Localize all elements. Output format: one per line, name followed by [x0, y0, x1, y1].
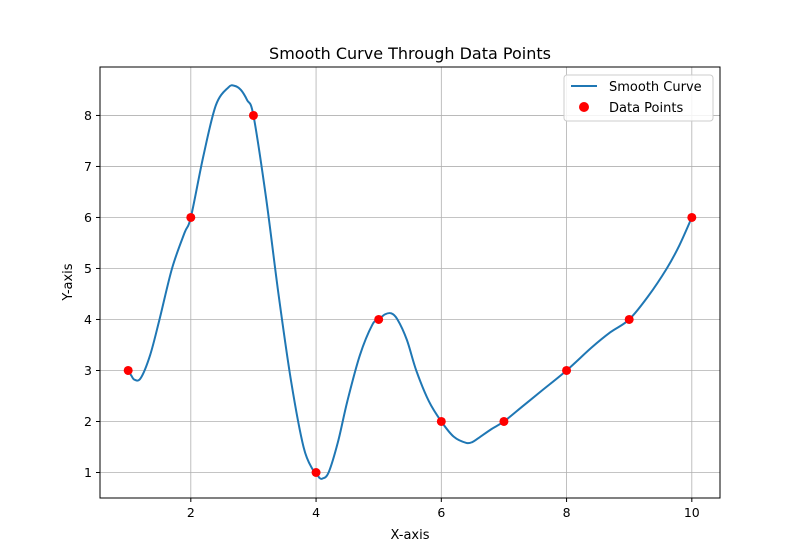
- y-tick-label: 1: [84, 465, 92, 480]
- y-tick-label: 8: [84, 108, 92, 123]
- y-tick-label: 5: [84, 261, 92, 276]
- legend: Smooth Curve Data Points: [563, 74, 714, 122]
- data-layer: [123, 84, 697, 480]
- y-tick-label: 7: [84, 159, 92, 174]
- x-tick-label: 4: [312, 505, 320, 520]
- plot-frame: [99, 66, 721, 499]
- data-point: [374, 314, 384, 324]
- data-point: [499, 416, 509, 426]
- legend-label-smooth-curve: Smooth Curve: [609, 80, 702, 95]
- data-point: [248, 110, 258, 120]
- y-tick-label: 4: [84, 312, 92, 327]
- y-tick-label: 6: [84, 210, 92, 225]
- data-point: [687, 212, 697, 222]
- x-tick-label: 6: [437, 505, 445, 520]
- data-point: [436, 416, 446, 426]
- x-tick-label: 2: [187, 505, 195, 520]
- data-point: [624, 314, 634, 324]
- x-tick-label: 8: [563, 505, 571, 520]
- x-tick-label: 10: [684, 505, 700, 520]
- legend-label-data-points: Data Points: [609, 101, 683, 116]
- y-tick-label: 2: [84, 414, 92, 429]
- smooth-curve-line: [127, 84, 693, 480]
- x-axis-label: X-axis: [391, 528, 430, 543]
- legend-box: [563, 74, 714, 122]
- chart-title: Smooth Curve Through Data Points: [269, 44, 551, 63]
- y-axis-label: Y-axis: [61, 263, 76, 301]
- legend-marker-swatch: [579, 102, 589, 112]
- data-point: [123, 365, 133, 375]
- grid-layer: [100, 67, 720, 498]
- y-tick-label: 3: [84, 363, 92, 378]
- data-point: [186, 212, 196, 222]
- data-point: [311, 467, 321, 477]
- data-point: [562, 365, 572, 375]
